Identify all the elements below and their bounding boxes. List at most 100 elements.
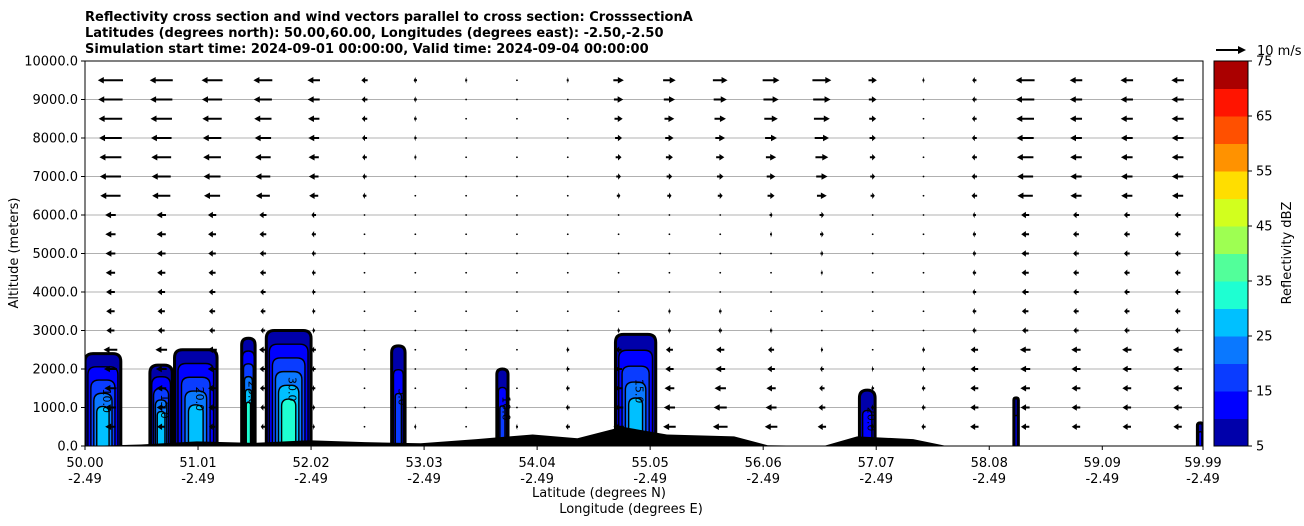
wind-vector-head — [208, 404, 213, 411]
wind-vector-head — [1069, 96, 1076, 103]
wind-vector-head — [1174, 250, 1179, 257]
wind-vector-head — [253, 76, 260, 84]
wind-vector — [566, 194, 569, 197]
y-axis-label: Altitude (meters) — [7, 198, 22, 309]
wind-vector-head — [208, 423, 213, 431]
wind-vector-head — [618, 173, 621, 180]
wind-vector-head — [821, 230, 824, 238]
wind-vector — [922, 156, 925, 159]
chart-title-line-2: Latitudes (degrees north): 50.00,60.00, … — [85, 26, 664, 41]
wind-vector-head — [203, 153, 210, 161]
y-tick-label: 1000.0 — [33, 401, 79, 416]
wind-vector-head — [1020, 423, 1026, 431]
wind-vector — [414, 310, 417, 313]
wind-vector — [566, 175, 569, 178]
wind-vector-head — [1171, 153, 1178, 161]
wind-vector-head — [1070, 134, 1077, 142]
wind-vector-head — [663, 423, 670, 431]
wind-vector — [922, 291, 925, 293]
x-axis-label-line-2: Longitude (degrees E) — [559, 502, 703, 517]
wind-vector-head — [1070, 173, 1077, 180]
wind-vector-head — [664, 384, 671, 392]
wind-vector-head — [361, 76, 366, 84]
wind-vector-head — [311, 365, 315, 373]
wind-vector-head — [667, 327, 670, 334]
wind-vector-head — [1120, 96, 1127, 103]
wind-vector-head — [719, 153, 725, 161]
wind-vector-head — [1021, 288, 1026, 296]
wind-vector-head — [1174, 307, 1179, 315]
contour-label: 30.0 — [286, 377, 299, 402]
wind-vector — [617, 214, 620, 216]
wind-vector — [516, 98, 518, 101]
wind-vector-head — [307, 96, 314, 103]
wind-vector-head — [767, 365, 772, 373]
wind-vector-head — [260, 307, 264, 315]
wind-vector-head — [105, 288, 112, 296]
x-tick-label-lon: -2.49 — [520, 472, 554, 487]
wind-vector-head — [99, 153, 106, 161]
wind-vector-head — [1016, 115, 1023, 123]
wind-vector-head — [1021, 250, 1026, 257]
wind-vector-head — [312, 384, 315, 392]
wind-vector-head — [260, 327, 264, 334]
x-tick-label-lat: 54.04 — [519, 456, 556, 471]
colorbar-ticks: 5 15 25 35 45 55 65 75 — [1248, 55, 1273, 455]
wind-vector-head — [818, 404, 823, 411]
wind-vector — [871, 233, 874, 236]
wind-vector-head — [156, 404, 163, 411]
reflectivity-contour — [1014, 414, 1019, 446]
wind-vector — [668, 214, 671, 216]
wind-vector — [566, 98, 569, 101]
wind-vector — [414, 233, 417, 236]
wind-vector-head — [820, 346, 823, 354]
wind-vector-head — [311, 288, 315, 296]
wind-vector-head — [720, 96, 727, 103]
wind-vector — [465, 387, 468, 390]
wind-vector-head — [565, 404, 569, 411]
wind-vector-head — [361, 115, 366, 123]
x-tick-label-lon: -2.49 — [181, 472, 215, 487]
wind-vector — [770, 271, 772, 274]
wind-vector — [871, 252, 874, 255]
contour-label: 25.0 — [245, 381, 258, 406]
wind-vector-head — [1124, 327, 1128, 334]
y-tick-label: 2000.0 — [33, 363, 79, 378]
wind-vector-head — [99, 173, 106, 180]
chart-title-line-3: Simulation start time: 2024-09-01 00:00:… — [85, 42, 649, 57]
wind-vector — [617, 271, 620, 274]
wind-vector-head — [105, 423, 112, 431]
wind-vector-head — [870, 423, 874, 431]
wind-vector-head — [157, 269, 163, 277]
x-tick-label-lon: -2.49 — [1186, 472, 1220, 487]
wind-vector-head — [104, 404, 111, 411]
wind-vector-head — [970, 423, 976, 431]
wind-vector-head — [465, 76, 467, 84]
wind-vector-head — [1017, 173, 1024, 180]
wind-vector-head — [821, 211, 825, 219]
wind-vector-head — [1124, 307, 1128, 315]
wind-vector-head — [921, 404, 924, 411]
wind-vector-head — [208, 384, 213, 392]
wind-vector — [516, 214, 518, 216]
wind-vector-head — [254, 134, 261, 142]
wind-vector-head — [156, 384, 163, 392]
colorbar-swatch — [1214, 198, 1248, 227]
wind-vector — [516, 79, 518, 82]
wind-vector-head — [260, 423, 264, 431]
wind-vector-head — [260, 288, 264, 296]
wind-vector-head — [615, 346, 620, 354]
wind-vector-head — [105, 230, 112, 238]
wind-vector-head — [1120, 115, 1127, 123]
x-tick-label-lon: -2.49 — [68, 472, 102, 487]
wind-vector — [465, 406, 468, 409]
wind-vector — [465, 233, 468, 236]
x-tick-label-lon: -2.49 — [1085, 472, 1119, 487]
wind-vector-head — [1173, 423, 1179, 431]
wind-vector-head — [203, 173, 210, 180]
wind-vector — [871, 329, 874, 332]
wind-vector-head — [103, 346, 110, 354]
wind-vector-head — [1021, 230, 1026, 238]
wind-vector-head — [972, 269, 975, 277]
wind-vector-head — [972, 96, 975, 103]
